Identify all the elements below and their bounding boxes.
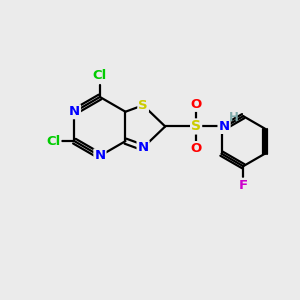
Text: H: H (229, 111, 238, 124)
Text: N: N (137, 141, 149, 154)
Text: F: F (239, 179, 248, 192)
Text: N: N (69, 105, 80, 118)
Text: Cl: Cl (93, 69, 107, 82)
Text: O: O (190, 98, 202, 111)
Text: S: S (191, 119, 201, 134)
Text: N: N (94, 149, 106, 162)
Text: S: S (138, 99, 148, 112)
Text: N: N (218, 120, 230, 133)
Text: O: O (190, 142, 202, 155)
Text: Cl: Cl (46, 135, 60, 148)
